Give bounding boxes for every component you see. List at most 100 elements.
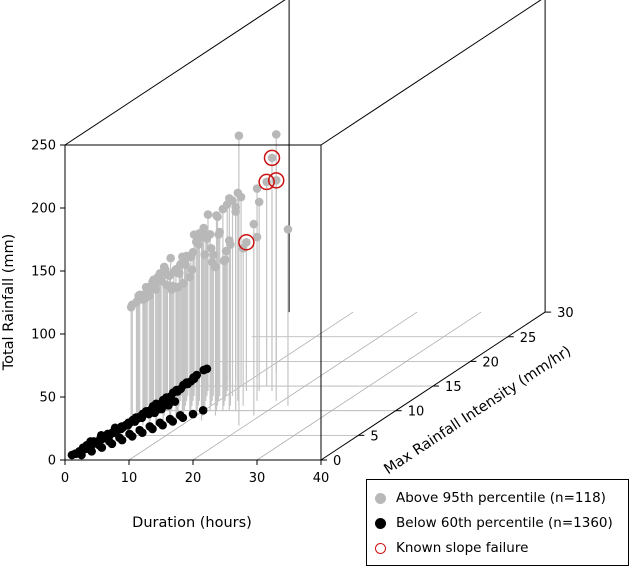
- plot-box-back-edges: [64, 0, 546, 313]
- data-point-below-60th: [157, 404, 166, 414]
- slope-failure-marker: [238, 234, 255, 251]
- data-point-above-95th: [252, 232, 262, 242]
- data-point-above-95th: [166, 253, 175, 263]
- data-point-above-95th: [191, 237, 201, 247]
- x-tick-label: 0: [61, 471, 69, 486]
- data-point-above-95th: [126, 302, 136, 312]
- y-tick-label: 10: [408, 405, 425, 420]
- legend-label: Known slope failure: [396, 540, 529, 556]
- data-point-above-95th: [187, 265, 197, 274]
- data-point-above-95th: [231, 207, 240, 216]
- data-point-above-95th: [267, 153, 277, 163]
- data-point-above-95th: [225, 236, 234, 245]
- z-tick-label: 0: [48, 454, 56, 469]
- data-point-above-95th: [165, 271, 174, 280]
- data-point-above-95th: [178, 252, 187, 262]
- slope-failure-marker: [267, 172, 285, 189]
- data-point-below-60th: [189, 374, 199, 384]
- data-point-above-95th: [205, 230, 215, 239]
- data-point-below-60th: [163, 400, 173, 410]
- data-point-above-95th: [212, 211, 221, 220]
- data-point-above-95th: [221, 246, 231, 256]
- data-point-above-95th: [254, 197, 264, 207]
- data-point-above-95th: [186, 252, 196, 262]
- data-point-above-95th: [252, 184, 262, 193]
- data-point-above-95th: [152, 277, 162, 287]
- series-below-60th: [67, 364, 212, 460]
- slope-failure-marker: [258, 173, 275, 191]
- legend-item-below-60th: Below 60th percentile (n=1360): [375, 513, 613, 533]
- x-tick-label: 30: [249, 471, 266, 486]
- data-point-below-60th: [137, 413, 147, 423]
- data-point-above-95th: [151, 285, 160, 294]
- series-known-slope-failure: [238, 149, 285, 251]
- box-edge: [64, 0, 286, 146]
- data-point-above-95th: [172, 282, 182, 292]
- data-point-above-95th: [179, 279, 188, 288]
- data-point-above-95th: [200, 250, 210, 259]
- data-point-above-95th: [219, 256, 229, 266]
- data-point-above-95th: [249, 219, 259, 229]
- data-point-below-60th: [123, 420, 133, 430]
- x-tick-label: 20: [185, 471, 202, 486]
- z-tick-label: 200: [31, 202, 56, 217]
- legend-marker-gray: [375, 492, 386, 504]
- x-tick-label: 10: [121, 471, 138, 486]
- data-point-above-95th: [144, 291, 154, 301]
- legend-label: Above 95th percentile (n=118): [396, 490, 606, 506]
- legend-item-slope-failure: Known slope failure: [375, 538, 528, 558]
- data-point-above-95th: [211, 262, 220, 272]
- data-point-above-95th: [271, 130, 281, 139]
- data-point-above-95th: [203, 210, 213, 219]
- y-tick-label: 30: [557, 306, 574, 321]
- data-point-above-95th: [228, 196, 237, 205]
- box-edge: [320, 0, 542, 146]
- legend-label: Below 60th percentile (n=1360): [396, 515, 613, 531]
- z-tick-label: 50: [39, 391, 56, 406]
- x-axis-label: Duration (hours): [132, 515, 252, 531]
- z-axis-label: Total Rainfall (mm): [1, 234, 17, 372]
- data-point-below-60th: [198, 406, 208, 415]
- data-point-below-60th: [168, 417, 178, 426]
- x-tick-label: 40: [313, 471, 330, 486]
- data-point-above-95th: [283, 225, 293, 234]
- data-point-below-60th: [127, 432, 137, 441]
- z-tick-label: 150: [31, 265, 56, 280]
- data-point-below-60th: [170, 397, 180, 406]
- data-point-above-95th: [218, 204, 228, 214]
- data-point-below-60th: [87, 446, 96, 456]
- data-point-above-95th: [138, 295, 148, 304]
- data-point-above-95th: [171, 265, 181, 274]
- data-point-below-60th: [138, 428, 147, 437]
- data-point-below-60th: [117, 435, 127, 445]
- data-point-above-95th: [233, 188, 243, 198]
- y-tick-label: 25: [520, 331, 537, 346]
- data-point-above-95th: [185, 272, 195, 282]
- data-point-above-95th: [197, 229, 206, 239]
- series-above-95th: [126, 130, 293, 312]
- data-point-above-95th: [158, 267, 168, 277]
- data-point-below-60th: [77, 450, 86, 460]
- y-tick-label: 20: [482, 355, 499, 370]
- legend-marker-red-circle: [375, 542, 386, 554]
- data-point-below-60th: [107, 439, 117, 449]
- legend-marker-black: [375, 517, 386, 529]
- z-tick-label: 100: [31, 328, 56, 343]
- data-point-below-60th: [176, 384, 186, 394]
- data-point-below-60th: [97, 443, 107, 452]
- data-point-below-60th: [202, 364, 212, 374]
- data-point-below-60th: [148, 424, 157, 434]
- data-point-below-60th: [178, 413, 188, 423]
- data-point-above-95th: [234, 131, 244, 140]
- data-point-below-60th: [150, 408, 159, 418]
- legend: Above 95th percentile (n=118) Below 60th…: [366, 479, 629, 566]
- legend-item-above-95th: Above 95th percentile (n=118): [375, 488, 606, 508]
- data-point-below-60th: [116, 424, 126, 434]
- data-point-above-95th: [206, 243, 216, 253]
- data-point-below-60th: [130, 417, 140, 426]
- data-point-above-95th: [209, 250, 218, 260]
- slope-failure-marker: [263, 149, 281, 167]
- data-point-below-60th: [188, 409, 198, 419]
- y-tick-label: 15: [445, 380, 462, 395]
